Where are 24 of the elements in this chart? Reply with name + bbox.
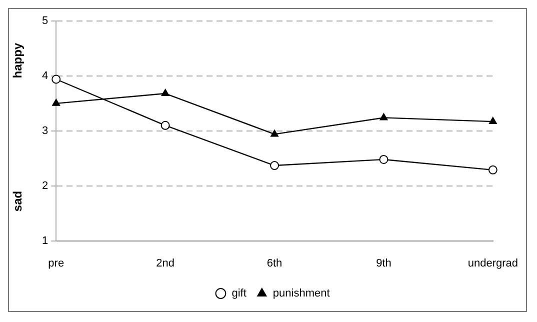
x-tick-label: 9th — [376, 257, 392, 270]
y-tick-label: 3 — [42, 124, 48, 137]
text: happy — [10, 42, 24, 78]
y-tick-label: 4 — [42, 70, 48, 82]
y-tick-label: 2 — [42, 180, 48, 192]
y-tick-label: 5 — [42, 15, 48, 28]
x-tick-label: 2nd — [156, 257, 174, 270]
point — [488, 165, 498, 174]
x-tick-label: 6th — [266, 257, 282, 270]
point — [488, 117, 497, 124]
x-tick-label: pre — [48, 257, 64, 270]
x-tick-label: undergrad — [468, 257, 518, 270]
legend-label: gift — [232, 288, 246, 300]
point — [52, 74, 61, 84]
point — [270, 130, 278, 137]
point — [52, 98, 60, 106]
y-tick-label: 1 — [42, 234, 48, 247]
point — [270, 161, 280, 170]
legend-label: punishment — [272, 288, 330, 300]
point — [379, 154, 388, 164]
text: sad — [10, 190, 24, 212]
point — [160, 120, 170, 130]
point — [161, 89, 170, 96]
point — [380, 113, 388, 120]
